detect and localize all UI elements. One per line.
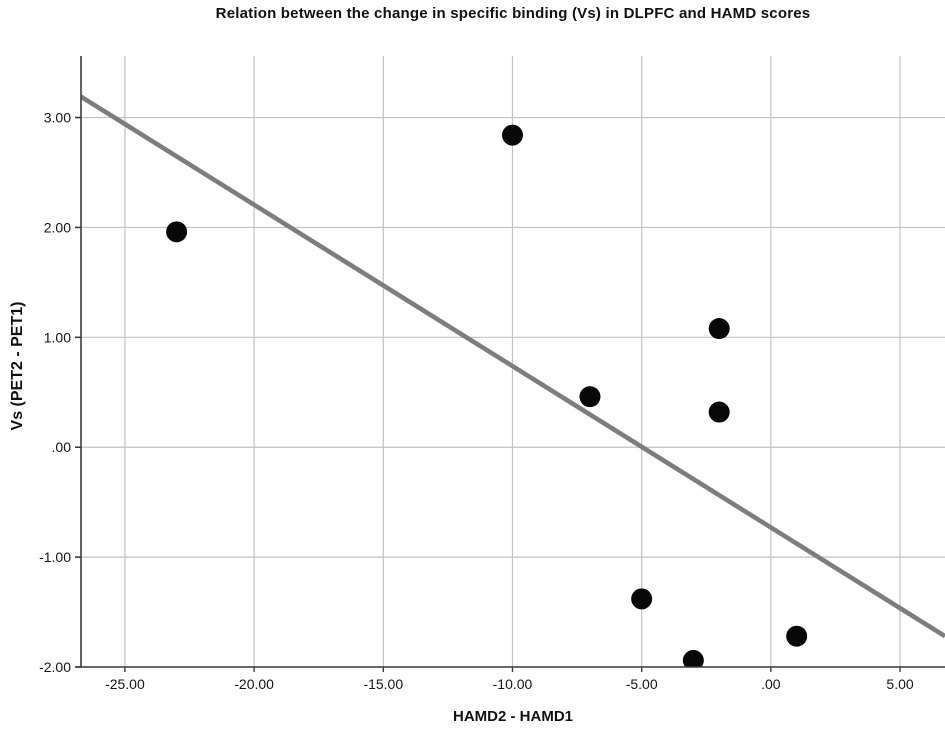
chart-title: Relation between the change in specific … [215, 5, 811, 22]
y-tick-label: .00 [52, 439, 72, 455]
trend-line [81, 94, 945, 639]
x-tick-label: -25.00 [105, 676, 145, 692]
x-tick-label: 5.00 [886, 676, 913, 692]
y-tick-label: 1.00 [44, 329, 71, 345]
y-tick-label: -1.00 [39, 549, 71, 565]
data-point [786, 625, 808, 647]
data-point [631, 588, 653, 610]
data-point [708, 318, 730, 340]
data-point [708, 401, 730, 423]
y-tick-label: 3.00 [44, 110, 71, 126]
data-point [501, 124, 523, 146]
data-point [579, 386, 601, 408]
x-axis-title: HAMD2 - HAMD1 [453, 708, 573, 725]
y-tick-label: 2.00 [44, 219, 71, 235]
x-tick-label: -5.00 [626, 676, 658, 692]
data-point [682, 649, 704, 667]
x-tick-label: .00 [761, 676, 781, 692]
x-tick-label: -15.00 [363, 676, 403, 692]
x-tick-label: -20.00 [234, 676, 274, 692]
data-point [166, 221, 188, 243]
y-tick-label: -2.00 [39, 659, 71, 675]
x-tick-label: -10.00 [493, 676, 533, 692]
